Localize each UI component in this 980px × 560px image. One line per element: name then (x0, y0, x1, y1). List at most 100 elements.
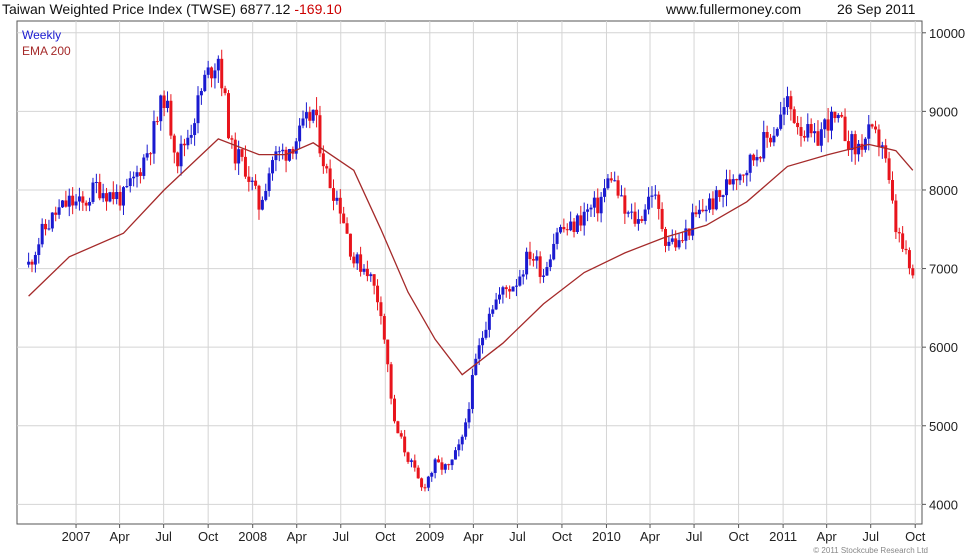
bar-body (423, 487, 427, 489)
bar-body (111, 192, 115, 200)
weekly-bar (121, 186, 125, 215)
weekly-bar (816, 120, 820, 146)
weekly-bar (890, 171, 894, 204)
weekly-bar (735, 178, 739, 191)
weekly-bar (782, 97, 786, 126)
weekly-bar (101, 183, 105, 203)
weekly-bar (498, 287, 502, 304)
weekly-bar (843, 108, 847, 142)
weekly-bar (603, 179, 607, 203)
bar-body (328, 168, 332, 189)
bar-body (853, 134, 857, 155)
bar-body (362, 268, 366, 272)
weekly-bar (413, 454, 417, 472)
bar-body (894, 200, 898, 233)
bar-body (518, 276, 522, 286)
bar-body (57, 207, 61, 215)
weekly-bar (501, 285, 505, 304)
bar-body (748, 154, 752, 173)
weekly-bar (636, 209, 640, 231)
weekly-bar (830, 106, 833, 140)
last-price: 6877.12 (239, 1, 291, 17)
bar-body (528, 251, 532, 260)
weekly-bar (728, 169, 732, 186)
bar-body (521, 274, 525, 277)
bar-body (470, 375, 474, 409)
bar-body (125, 186, 129, 188)
legend-ema: EMA 200 (22, 44, 71, 58)
bar-body (382, 316, 386, 340)
x-tick-label: 2007 (62, 529, 91, 544)
bar-body (531, 259, 535, 261)
weekly-bar (552, 233, 556, 261)
weekly-bar (619, 185, 623, 197)
weekly-bar (274, 145, 278, 172)
weekly-bar (545, 261, 549, 277)
x-tick-label: Apr (463, 529, 484, 544)
bar-body (437, 459, 441, 463)
bar-body (525, 251, 529, 275)
weekly-bar (369, 272, 373, 282)
weekly-bar (223, 85, 227, 96)
bar-body (243, 156, 247, 177)
bar-body (447, 464, 451, 466)
bar-body (680, 240, 684, 242)
legend-weekly: Weekly (22, 28, 62, 42)
weekly-bar (765, 125, 769, 148)
bar-body (399, 433, 403, 437)
weekly-bar (775, 127, 779, 137)
bar-body (132, 176, 136, 179)
bar-body (481, 337, 485, 346)
bar-body (27, 261, 31, 265)
bar-body (599, 196, 603, 214)
bar-body (850, 134, 854, 151)
bar-body (650, 195, 654, 197)
x-tick-label: Apr (640, 529, 661, 544)
bar-body (457, 444, 461, 451)
bar-body (752, 154, 756, 161)
weekly-bar (785, 86, 789, 115)
bar-body (535, 256, 539, 261)
weekly-bar (518, 269, 522, 287)
copyright-notice: © 2011 Stockcube Research Ltd (813, 546, 928, 555)
weekly-bar (907, 247, 911, 275)
weekly-bar (416, 465, 420, 479)
weekly-bar (823, 118, 827, 138)
weekly-bar (548, 254, 552, 272)
bar-body (298, 125, 302, 142)
bar-body (40, 223, 44, 245)
bar-body (206, 67, 210, 75)
weekly-bar (240, 148, 244, 162)
website-link[interactable]: www.fullermoney.com (666, 1, 802, 17)
weekly-bar (430, 471, 434, 482)
bar-body (613, 180, 617, 182)
x-tick-label: Jul (509, 529, 526, 544)
weekly-bar (708, 193, 712, 213)
weekly-bar (27, 252, 31, 268)
weekly-bar (111, 181, 115, 205)
bar-body (247, 176, 251, 182)
bar-body (332, 188, 336, 201)
weekly-bar (57, 199, 61, 219)
weekly-bar (159, 94, 163, 131)
bar-body (586, 209, 590, 212)
bar-body (501, 287, 505, 295)
weekly-bar (653, 185, 657, 200)
weekly-bar (589, 204, 593, 217)
bar-body (667, 241, 671, 246)
bar-body (50, 212, 54, 229)
weekly-bar (77, 187, 81, 211)
bar-body (731, 179, 735, 185)
bar-body (44, 223, 48, 230)
weekly-bar (857, 139, 861, 162)
x-tick-label: Oct (375, 529, 396, 544)
weekly-bar (182, 138, 186, 157)
bar-body (657, 194, 661, 209)
weekly-bar (81, 191, 85, 211)
weekly-bar (44, 219, 48, 236)
bar-body (738, 174, 742, 181)
weekly-bar (433, 457, 437, 479)
weekly-bar (98, 173, 102, 201)
weekly-bar (731, 174, 735, 191)
bar-body (897, 232, 901, 234)
